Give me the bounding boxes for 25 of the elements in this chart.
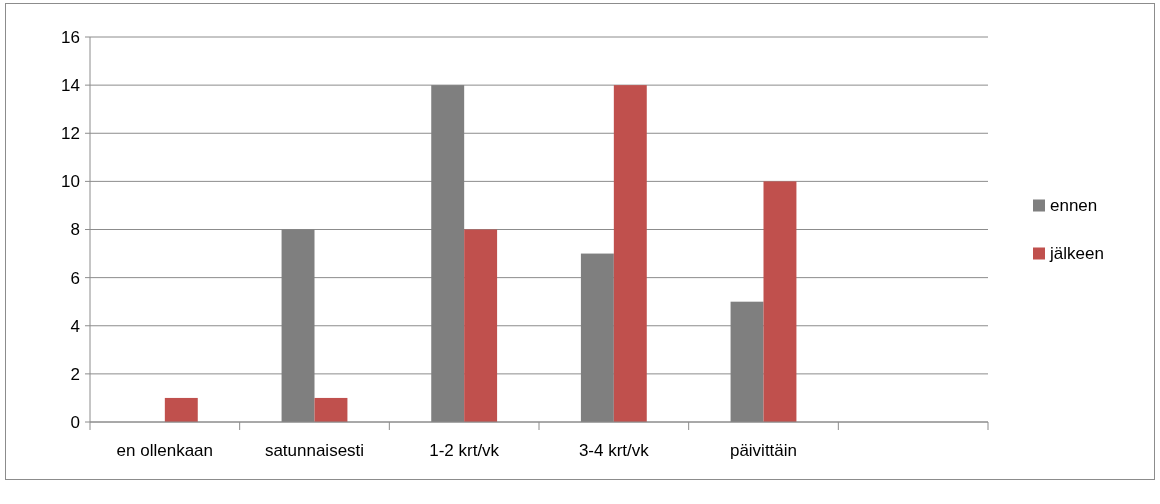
bar (613, 85, 647, 422)
y-tick-label: 8 (70, 220, 80, 240)
y-tick-label: 10 (61, 172, 80, 192)
bar (464, 229, 498, 422)
bar (763, 181, 797, 422)
x-tick-label: 3-4 krt/vk (578, 441, 650, 460)
y-tick-label: 16 (61, 27, 80, 47)
bar (580, 253, 614, 422)
y-tick-label: 2 (70, 364, 80, 384)
bar (730, 301, 764, 422)
y-tick-label: 0 (70, 412, 80, 432)
y-tick-label: 12 (61, 124, 80, 144)
legend-label: jälkeen (1049, 244, 1104, 264)
y-tick-label: 6 (70, 268, 80, 288)
x-tick-label: en ollenkaan (116, 441, 214, 460)
x-tick-label: 1-2 krt/vk (429, 441, 500, 460)
x-tick-label: satunnaisesti (264, 441, 365, 460)
bar (281, 229, 315, 422)
y-tick-label: 14 (61, 76, 80, 96)
y-tick-label: 4 (70, 316, 80, 336)
bar (314, 397, 348, 422)
legend-label: ennen (1050, 196, 1098, 216)
bar (431, 85, 465, 422)
bar (164, 397, 198, 422)
x-tick-label: päivittäin (729, 441, 798, 460)
